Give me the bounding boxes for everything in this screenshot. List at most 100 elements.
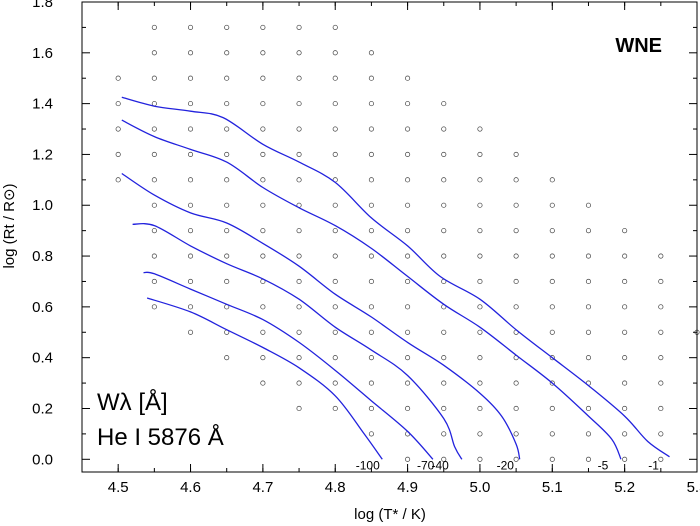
y-tick-label: 1.0 (32, 197, 53, 214)
model-point (296, 253, 302, 259)
model-point (405, 329, 411, 335)
model-point (260, 75, 266, 81)
model-point (187, 50, 194, 56)
model-point (549, 253, 555, 259)
model-point (296, 380, 302, 386)
x-tick-label: 4.7 (252, 479, 273, 496)
model-point (151, 253, 157, 259)
contour-line--100 (146, 297, 383, 460)
y-axis-title: log (Rt / R⊙) (1, 183, 18, 268)
model-point (296, 329, 302, 335)
model-point (477, 355, 483, 361)
model-point (405, 278, 411, 285)
model-point (368, 304, 374, 310)
model-point (151, 126, 157, 132)
model-point (368, 202, 374, 208)
model-point (332, 380, 338, 386)
contour-line--1 (121, 96, 670, 458)
model-point (477, 380, 483, 386)
model-point (585, 278, 592, 285)
model-point (151, 75, 157, 81)
y-tick-label: 0.8 (32, 248, 53, 265)
contour-label: -100 (356, 458, 380, 472)
model-point (260, 126, 266, 132)
model-point (296, 405, 302, 412)
model-point (585, 253, 592, 259)
y-tick-label: 1.8 (32, 0, 53, 11)
model-point (513, 304, 519, 310)
model-point (187, 202, 194, 208)
model-point (549, 456, 555, 462)
model-point (224, 202, 230, 208)
model-point (224, 278, 230, 285)
model-point (368, 101, 374, 107)
model-point (332, 278, 338, 285)
model-point (296, 101, 302, 107)
model-point (187, 304, 194, 310)
model-point (441, 355, 447, 361)
model-point (224, 24, 230, 30)
model-point (441, 126, 447, 132)
model-point (187, 75, 194, 81)
model-point (296, 75, 302, 81)
model-point (260, 24, 266, 30)
model-point (187, 278, 194, 285)
model-point (441, 456, 447, 462)
contour-line--5 (121, 119, 622, 460)
model-point (115, 126, 121, 132)
model-point (622, 228, 628, 234)
model-point (658, 304, 664, 310)
model-point (405, 202, 411, 208)
model-point (115, 75, 121, 81)
axes: 4.5 4.6 4.7 4.8 4.9 5.0 5.1 5.2 5.3 0.0 0.2 0.4 0.6 0… (32, 0, 700, 496)
model-point (622, 380, 628, 386)
model-point (368, 50, 374, 56)
model-point (151, 177, 157, 183)
model-point (151, 304, 157, 310)
model-point (332, 329, 338, 335)
model-point (585, 431, 592, 437)
model-point (151, 50, 157, 56)
model-point (513, 177, 519, 183)
model-point (549, 431, 555, 437)
model-point (332, 101, 338, 107)
model-point (115, 101, 121, 107)
model-point (622, 278, 628, 285)
model-point (622, 355, 628, 361)
model-point (187, 253, 194, 259)
model-point (332, 253, 338, 259)
model-point (405, 177, 411, 183)
model-point (622, 253, 628, 259)
model-point (441, 202, 447, 208)
model-point (585, 355, 592, 361)
model-point (224, 253, 230, 259)
model-point (513, 431, 519, 437)
legend-quantity: Wλ [Å] (97, 388, 168, 416)
model-point (332, 75, 338, 81)
model-point (405, 355, 411, 361)
model-point (187, 228, 194, 234)
model-point (296, 278, 302, 285)
contour-labels: -1 -5 -20 -40-70 -100 (356, 458, 659, 472)
model-point (658, 329, 664, 335)
model-point (260, 101, 266, 107)
contour-line--40 (132, 223, 463, 460)
model-point (151, 278, 157, 285)
model-point (368, 151, 374, 157)
model-point (296, 304, 302, 310)
model-point (477, 304, 483, 310)
model-point (658, 431, 664, 437)
model-point (332, 126, 338, 132)
x-tick-label: 5.2 (614, 479, 635, 496)
x-tick-label: 5.0 (470, 479, 491, 496)
model-point (260, 228, 266, 234)
model-point (224, 101, 230, 107)
model-point (622, 304, 628, 310)
model-point (368, 329, 374, 335)
model-point (513, 380, 519, 386)
model-point (477, 405, 483, 412)
model-point (658, 355, 664, 361)
model-point (368, 355, 374, 361)
model-point (260, 253, 266, 259)
x-axis-title: log (T* / K) (354, 506, 426, 523)
